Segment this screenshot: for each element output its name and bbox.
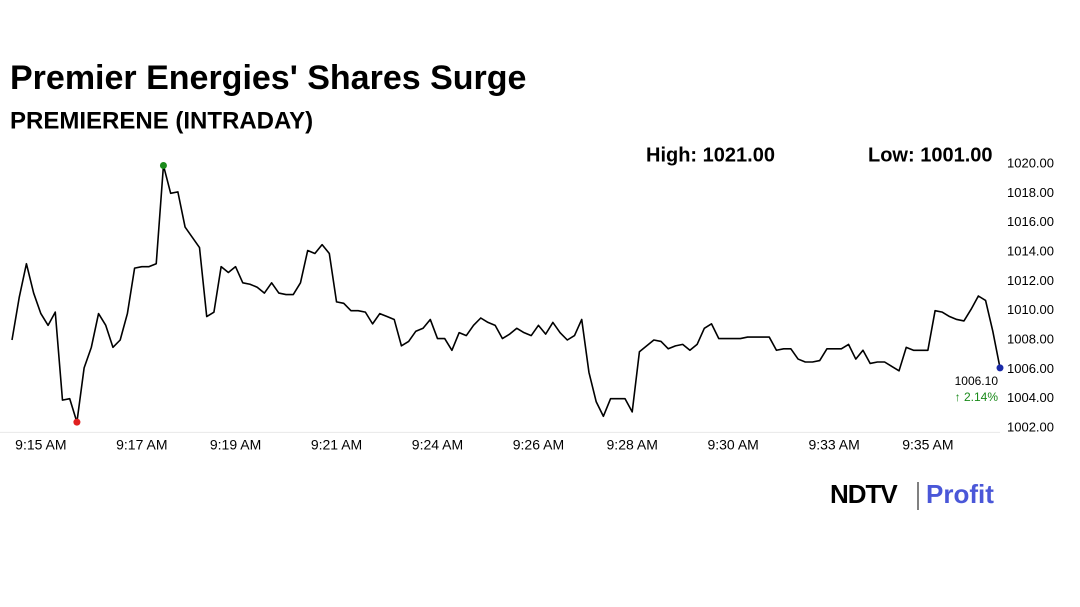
x-tick-label: 9:28 AM [607, 437, 658, 453]
y-tick-label: 1016.00 [1007, 214, 1054, 229]
high-text: High: 1021.00 [646, 144, 775, 166]
y-tick-label: 1004.00 [1007, 390, 1054, 405]
y-tick-label: 1010.00 [1007, 302, 1054, 317]
change-label: ↑ 2.14% [955, 390, 999, 404]
chart-title: Premier Energies' Shares Surge [10, 59, 526, 97]
x-tick-label: 9:35 AM [902, 437, 953, 453]
y-tick-label: 1012.00 [1007, 273, 1054, 288]
y-tick-label: 1008.00 [1007, 331, 1054, 346]
last-price-label: 1006.10 [955, 374, 999, 388]
y-tick-label: 1002.00 [1007, 419, 1054, 434]
x-tick-label: 9:30 AM [707, 437, 758, 453]
last-marker [996, 364, 1004, 372]
x-tick-label: 9:24 AM [412, 437, 463, 453]
x-tick-label: 9:15 AM [15, 437, 66, 453]
low-text: Low: 1001.00 [868, 144, 993, 166]
y-tick-label: 1014.00 [1007, 243, 1054, 258]
y-tick-label: 1018.00 [1007, 185, 1054, 200]
logo-ndtv: NDTV [830, 479, 898, 509]
x-tick-label: 9:26 AM [513, 437, 564, 453]
x-tick-label: 9:19 AM [210, 437, 261, 453]
y-tick-label: 1006.00 [1007, 361, 1054, 376]
x-tick-label: 9:17 AM [116, 437, 167, 453]
low-marker [73, 418, 81, 426]
logo-profit: Profit [926, 479, 994, 509]
price-line [11, 164, 1001, 423]
x-tick-label: 9:33 AM [808, 437, 859, 453]
x-tick-label: 9:21 AM [311, 437, 362, 453]
y-tick-label: 1020.00 [1007, 155, 1054, 170]
chart-subtitle: PREMIERENE (INTRADAY) [10, 107, 313, 134]
high-marker [159, 161, 167, 169]
